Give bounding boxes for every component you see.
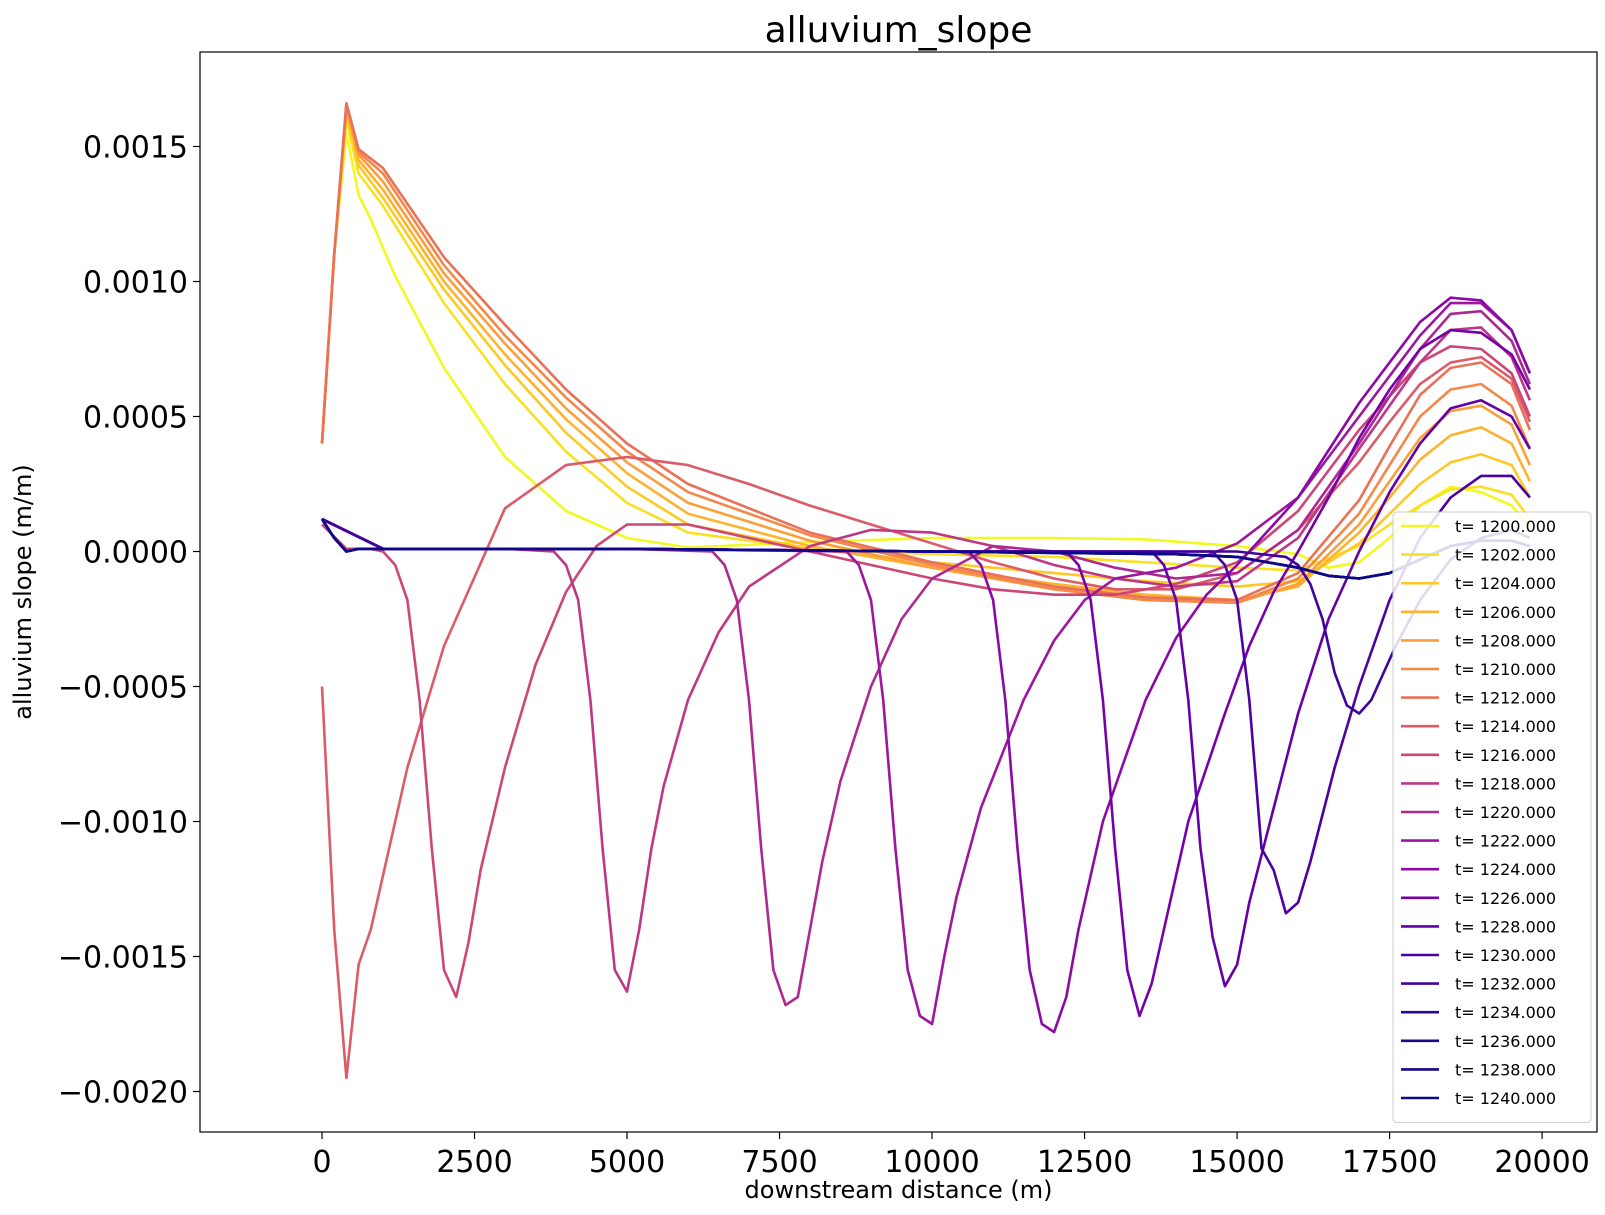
legend-label: t= 1220.000 xyxy=(1455,803,1556,822)
legend: t= 1200.000 t= 1202.000 t= 1204.000 t= 1206… xyxy=(1392,511,1592,1124)
plot-frame xyxy=(199,51,1598,1133)
series-line-9 xyxy=(321,326,1532,993)
series-line-11 xyxy=(321,301,1532,1026)
legend-label: t= 1232.000 xyxy=(1455,975,1556,994)
legend-label: t= 1236.000 xyxy=(1455,1032,1556,1051)
legend-label: t= 1216.000 xyxy=(1455,746,1556,765)
x-tick-label: 15000 xyxy=(1189,1145,1284,1180)
y-tick-label: −0.0020 xyxy=(58,1076,188,1111)
legend-label: t= 1212.000 xyxy=(1455,689,1556,708)
legend-label: t= 1210.000 xyxy=(1455,660,1556,679)
legend-label: t= 1200.000 xyxy=(1455,517,1556,536)
legend-label: t= 1238.000 xyxy=(1455,1060,1556,1079)
y-tick-label: 0.0005 xyxy=(83,401,188,436)
series-line-10 xyxy=(321,309,1532,1007)
y-axis: 0.0015 0.0010 0.0005 0.0000 −0.0005 −0.0010 −0… xyxy=(58,131,200,1111)
legend-label: t= 1222.000 xyxy=(1455,832,1556,851)
legend-label: t= 1240.000 xyxy=(1455,1089,1556,1108)
x-tick-label: 5000 xyxy=(589,1145,665,1180)
series-line-5 xyxy=(320,102,1532,605)
legend-label: t= 1214.000 xyxy=(1455,717,1556,736)
series-line-14 xyxy=(321,398,1532,988)
x-axis: 0 2500 5000 7500 10000 12500 15000 17500 20000 xyxy=(312,1132,1590,1180)
y-tick-label: 0.0015 xyxy=(83,131,188,166)
legend-box xyxy=(1392,511,1592,1124)
legend-label: t= 1230.000 xyxy=(1455,946,1556,965)
series-line-12 xyxy=(321,296,1532,1034)
series-line-1 xyxy=(320,118,1531,572)
y-axis-label: alluvium slope (m/m) xyxy=(9,464,37,719)
y-tick-label: −0.0015 xyxy=(58,941,188,976)
y-tick-label: 0.0000 xyxy=(83,536,188,571)
legend-label: t= 1228.000 xyxy=(1455,917,1556,936)
y-tick-label: 0.0010 xyxy=(83,266,188,301)
x-tick-label: 10000 xyxy=(884,1145,979,1180)
legend-label: t= 1202.000 xyxy=(1455,546,1556,565)
plot-area xyxy=(320,102,1532,1080)
legend-label: t= 1204.000 xyxy=(1455,574,1556,593)
chart-title: alluvium_slope xyxy=(765,10,1033,51)
legend-label: t= 1218.000 xyxy=(1455,774,1556,793)
x-tick-label: 20000 xyxy=(1494,1145,1589,1180)
series-line-8 xyxy=(321,344,1532,999)
legend-label: t= 1224.000 xyxy=(1455,860,1556,879)
series-line-4 xyxy=(320,104,1532,605)
legend-label: t= 1226.000 xyxy=(1455,889,1556,908)
x-tick-label: 12500 xyxy=(1037,1145,1132,1180)
x-tick-label: 7500 xyxy=(741,1145,817,1180)
x-tick-label: 2500 xyxy=(436,1145,512,1180)
legend-label: t= 1206.000 xyxy=(1455,603,1556,622)
x-tick-label: 0 xyxy=(312,1145,331,1180)
y-tick-label: −0.0010 xyxy=(58,806,188,841)
series-line-6 xyxy=(320,102,1532,602)
x-tick-label: 17500 xyxy=(1342,1145,1437,1180)
y-tick-label: −0.0005 xyxy=(58,671,188,706)
legend-label: t= 1208.000 xyxy=(1455,631,1556,650)
series-line-13 xyxy=(321,328,1532,1018)
x-axis-label: downstream distance (m) xyxy=(745,1176,1053,1204)
legend-label: t= 1234.000 xyxy=(1455,1003,1556,1022)
series-line-7 xyxy=(320,355,1532,1080)
